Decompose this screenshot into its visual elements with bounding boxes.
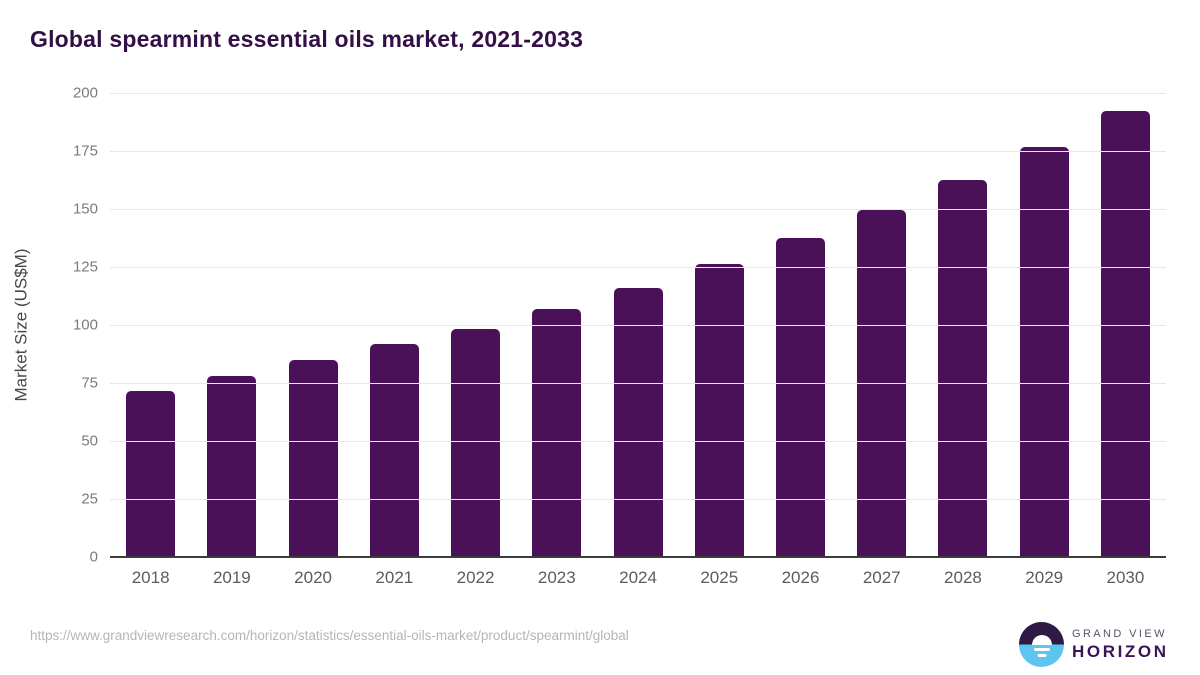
x-tick-label: 2020 [294,568,332,587]
brand-name-bottom: HORIZON [1072,641,1169,661]
bar-2028 [938,180,988,556]
bar-2026 [775,238,825,556]
brand-name-top: GRAND VIEW [1072,627,1167,640]
sun-reflection-line [1033,648,1050,651]
y-tick-label: 200 [72,84,98,102]
x-axis-labels: 2018 2019 2020 2021 2022 2023 2024 2025 2026 2027… [110,568,1166,588]
bar-slot [760,92,841,556]
x-tick-label: 2030 [1106,568,1145,587]
plot-area [110,92,1166,558]
bar-slot [272,92,353,556]
bar-slot [110,92,191,556]
gridline [110,93,1166,94]
x-tick-label: 2022 [456,568,495,587]
brand-logo: GRAND VIEW HORIZON [1019,622,1169,667]
bar-slot [516,92,597,556]
x-tick-label: 2019 [212,568,251,587]
bar-slot [1004,92,1085,556]
x-tick-label: 2027 [862,568,901,587]
gridline [110,499,1166,500]
bar-slot [435,92,516,556]
bar-series [110,92,1166,556]
sun-shape [1031,634,1052,645]
x-tick-label: 2029 [1025,568,1064,587]
sun-reflection-line [1037,654,1046,657]
gridline [110,209,1166,210]
x-tick-label: 2018 [131,568,170,587]
bar-slot [679,92,760,556]
y-tick-label: 100 [72,316,98,334]
bar-slot [191,92,272,556]
bar-slot [841,92,922,556]
y-tick-label: 75 [81,374,98,392]
x-tick-label: 2024 [619,568,657,587]
bar-2029 [1019,146,1069,556]
bar-2022 [451,328,501,556]
y-tick-label: 0 [89,548,98,566]
y-tick-label: 25 [81,490,98,508]
chart-title: Global spearmint essential oils market, … [30,26,584,52]
y-axis-ticks: 0 25 50 75 100 125 150 175 200 [0,85,98,566]
y-tick-label: 125 [72,258,98,276]
x-axis-line [110,556,1166,558]
bar-slot [1085,92,1166,556]
gridline [110,441,1166,442]
y-tick-label: 150 [72,200,98,218]
horizon-sun-icon [1019,622,1064,667]
bar-2020 [288,359,338,556]
bar-2018 [126,391,176,556]
source-url: https://www.grandviewresearch.com/horizo… [30,628,629,643]
bar-2021 [369,343,419,556]
bar-2025 [694,263,744,556]
y-tick-label: 175 [72,142,98,160]
gridline [110,383,1166,384]
bar-slot [354,92,435,556]
gridline [110,325,1166,326]
x-tick-label: 2025 [700,568,739,587]
x-tick-label: 2023 [537,568,576,587]
bar-slot [597,92,678,556]
bar-2019 [207,376,257,556]
bar-2024 [613,288,663,556]
x-tick-label: 2026 [781,568,820,587]
y-tick-label: 50 [81,432,98,450]
gridline [110,151,1166,152]
bar-2030 [1100,110,1150,556]
x-tick-label: 2028 [944,568,982,587]
bar-2023 [532,308,582,556]
gridline [110,267,1166,268]
x-tick-label: 2021 [375,568,414,587]
brand-text: GRAND VIEW HORIZON [1072,628,1169,662]
bar-slot [922,92,1003,556]
